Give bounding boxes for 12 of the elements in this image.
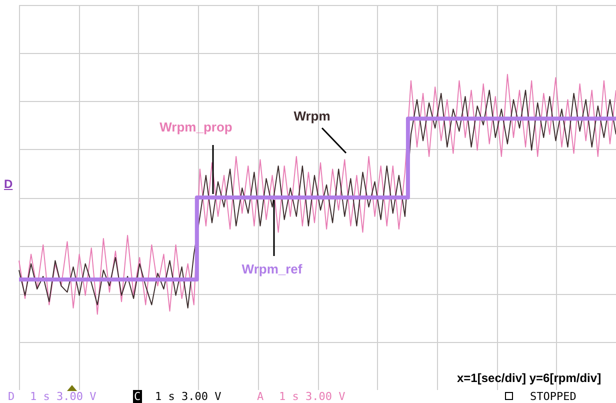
series-label: Wrpm_prop [160, 120, 232, 135]
annotation: C [133, 390, 142, 403]
text: Wrpm [294, 108, 330, 124]
text: D [4, 177, 13, 191]
text: Wrpm_ref [242, 262, 303, 277]
annotation: 1 s 3.00 V [30, 390, 96, 403]
annotation: STOPPED [530, 390, 576, 403]
text: D [8, 390, 15, 403]
annotation: A [257, 390, 264, 403]
annotation: 1 s 3.00 V [155, 390, 222, 403]
annotation: x=1[sec/div] y=6[rpm/div] [457, 371, 602, 385]
annotation: 1 s 3.00 V [279, 390, 346, 403]
